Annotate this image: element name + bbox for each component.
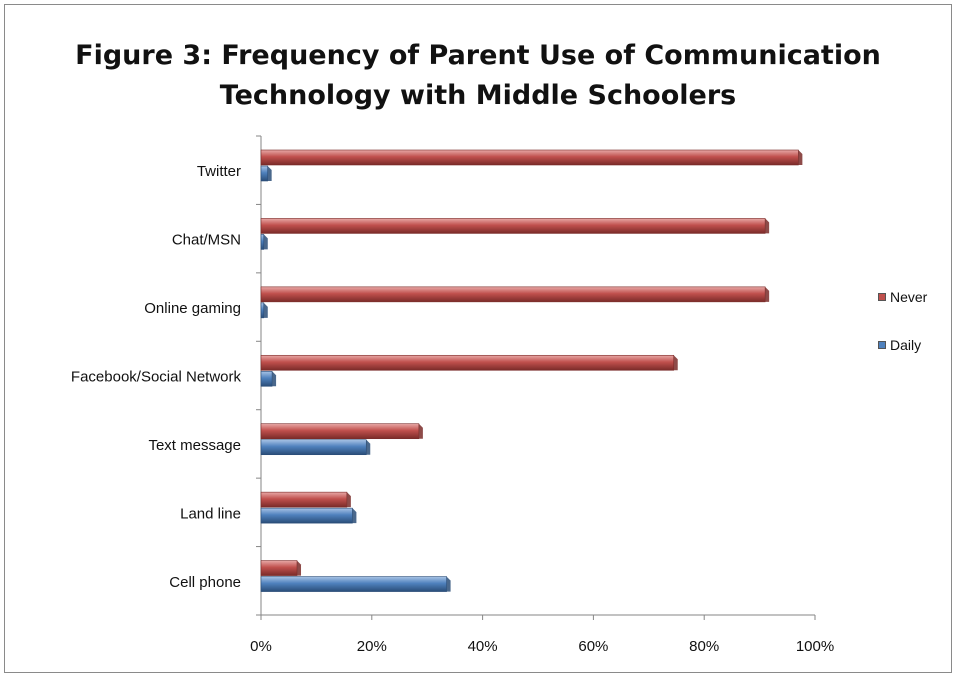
bar-daily-facebook-social-network (260, 370, 277, 387)
chart-frame (4, 4, 952, 673)
bar-daily-twitter (260, 165, 272, 182)
bar-body (260, 234, 265, 250)
bar-never-facebook-social-network (260, 354, 678, 371)
bar-end-cap (267, 166, 272, 181)
bar-body (260, 165, 268, 182)
bar-daily-online-gaming (260, 302, 268, 319)
bar-daily-chat-msn (260, 234, 268, 250)
bar-body (260, 370, 273, 387)
bar-end-cap (272, 371, 277, 387)
x-tick-label: 80% (689, 638, 719, 655)
legend-item-daily: Daily (878, 333, 927, 357)
bar-never-cell-phone (260, 560, 302, 576)
bar-end-cap (297, 560, 302, 576)
bar-body (260, 218, 766, 234)
legend-item-never: Never (878, 285, 927, 309)
bar-body (260, 286, 766, 303)
bar-never-text-message (260, 423, 423, 440)
x-tick-label: 40% (468, 638, 498, 655)
legend-label-daily: Daily (890, 337, 922, 353)
bar-end-cap (798, 150, 803, 165)
bar-body (260, 560, 298, 576)
x-tick-label: 0% (250, 638, 272, 655)
category-label-land-line: Land line (180, 505, 241, 522)
bar-daily-cell-phone (260, 576, 451, 592)
x-tick-label: 20% (357, 638, 387, 655)
bar-end-cap (446, 576, 451, 592)
bar-never-twitter (260, 149, 803, 166)
bar-body (260, 491, 348, 508)
x-tick-label: 60% (578, 638, 608, 655)
x-tick-label: 100% (796, 638, 834, 655)
category-label-facebook-social-network: Facebook/Social Network (71, 369, 242, 386)
bar-end-cap (352, 508, 357, 524)
bar-end-cap (418, 423, 423, 439)
category-label-cell-phone: Cell phone (169, 574, 241, 591)
bar-end-cap (765, 286, 770, 302)
legend-swatch-never (878, 293, 886, 301)
legend-swatch-daily (878, 341, 886, 349)
bar-body (260, 149, 799, 166)
category-label-twitter: Twitter (197, 163, 241, 180)
bar-body (260, 423, 420, 440)
category-label-online-gaming: Online gaming (144, 300, 241, 317)
bar-end-cap (263, 234, 268, 250)
bar-body (260, 507, 353, 524)
bar-end-cap (765, 218, 770, 234)
bar-daily-text-message (260, 439, 371, 456)
bar-end-cap (673, 355, 678, 371)
chart-title-line-1: Figure 3: Frequency of Parent Use of Com… (75, 40, 881, 71)
bar-end-cap (346, 492, 351, 508)
legend-label-never: Never (890, 289, 928, 305)
bar-body (260, 576, 447, 592)
chart-title: Figure 3: Frequency of Parent Use of Com… (0, 36, 956, 116)
bar-never-online-gaming (260, 286, 770, 303)
chart-legend: Never Daily (878, 285, 927, 381)
bar-body (260, 439, 367, 456)
bar-body (260, 302, 265, 319)
chart-title-line-2: Technology with Middle Schoolers (219, 80, 737, 111)
category-label-chat-msn: Chat/MSN (172, 232, 241, 249)
bar-never-land-line (260, 491, 351, 508)
bar-end-cap (263, 302, 268, 318)
bar-never-chat-msn (260, 218, 770, 234)
bar-body (260, 354, 675, 371)
category-label-text-message: Text message (148, 437, 241, 454)
bar-end-cap (366, 439, 371, 455)
bar-daily-land-line (260, 507, 357, 524)
